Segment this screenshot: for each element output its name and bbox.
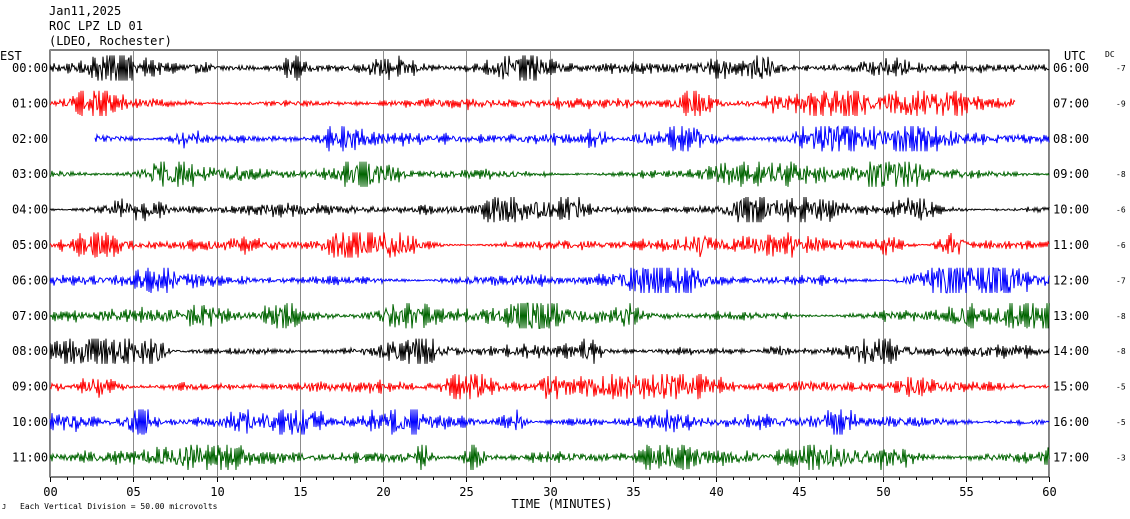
row-label-utc: 16:00 (1053, 415, 1089, 429)
row-label-est: 07:00 (12, 309, 48, 323)
trace-1000 (49, 409, 1050, 435)
row-label-est: 05:00 (12, 238, 48, 252)
row-label-est: 06:00 (12, 273, 48, 287)
left-axis-label: EST (0, 49, 22, 63)
plot-frame (49, 49, 1050, 478)
row-label-est: 09:00 (12, 380, 48, 394)
row-label-dc: -8 (1116, 312, 1126, 321)
row-label-dc: -7 (1116, 276, 1126, 285)
row-label-utc: 14:00 (1053, 344, 1089, 358)
trace-0600 (49, 267, 1050, 294)
trace-0000 (49, 55, 1050, 81)
row-label-est: 11:00 (12, 450, 48, 464)
right-axis-label: UTC (1064, 49, 1086, 63)
trace-0900 (49, 373, 1050, 400)
row-label-utc: 17:00 (1053, 450, 1089, 464)
row-label-utc: 11:00 (1053, 238, 1089, 252)
x-tick-label: 05 (126, 485, 140, 499)
row-label-dc: -3 (1116, 453, 1126, 462)
row-label-dc: -6 (1116, 206, 1126, 215)
row-label-utc: 09:00 (1053, 167, 1089, 181)
row-label-utc: 08:00 (1053, 132, 1089, 146)
row-label-utc: 07:00 (1053, 96, 1089, 110)
x-tick-label: 25 (459, 485, 473, 499)
row-label-dc: -8 (1116, 170, 1126, 179)
row-label-dc: -5 (1116, 383, 1126, 392)
row-label-est: 10:00 (12, 415, 48, 429)
trace-0500 (49, 232, 1050, 258)
x-tick-label: 45 (792, 485, 806, 499)
x-tick-label: 40 (709, 485, 723, 499)
x-axis-label: TIME (MINUTES) (511, 497, 612, 511)
header-date: Jan11,2025 (49, 4, 122, 18)
dc-label: DC (1105, 50, 1115, 59)
header-station: ROC LPZ LD 01 (49, 19, 143, 33)
footer-note: Each Vertical Division = 50.00 microvolt… (20, 502, 218, 511)
row-label-est: 01:00 (12, 96, 48, 110)
trace-0400 (49, 196, 1050, 223)
x-tick-label: 10 (210, 485, 224, 499)
row-label-utc: 10:00 (1053, 203, 1089, 217)
row-label-utc: 13:00 (1053, 309, 1089, 323)
row-label-dc: -9 (1116, 99, 1126, 108)
row-label-dc: -7 (1116, 64, 1126, 73)
trace-0200 (94, 125, 1050, 152)
row-label-utc: 15:00 (1053, 380, 1089, 394)
grid-lines: 00 05 10 15 20 25 30 35 40 45 50 55 60 (43, 49, 1057, 499)
trace-0700 (49, 302, 1050, 329)
x-tick-label: 20 (376, 485, 390, 499)
x-tick-label: 15 (293, 485, 307, 499)
row-label-est: 08:00 (12, 344, 48, 358)
row-label-dc: -8 (1116, 347, 1126, 356)
row-label-est: 02:00 (12, 132, 48, 146)
x-tick-label: 00 (43, 485, 57, 499)
row-label-est: 04:00 (12, 203, 48, 217)
row-label-utc: 12:00 (1053, 273, 1089, 287)
trace-0300 (49, 161, 1050, 187)
traces: 00:00 06:00 -7 01:00 07:00 -9 02:00 08:00 03:00 0… (12, 55, 1126, 471)
x-tick-label: 55 (959, 485, 973, 499)
trace-0800 (49, 338, 1050, 364)
row-label-utc: 06:00 (1053, 61, 1089, 75)
x-tick-label: 30 (543, 485, 557, 499)
row-label-est: 03:00 (12, 167, 48, 181)
footer-mark: J (2, 503, 6, 511)
labels: EST UTC DC TIME (MINUTES) J Each Vertica… (0, 49, 1115, 511)
x-tick-label: 60 (1042, 485, 1056, 499)
x-tick-label: 50 (876, 485, 890, 499)
row-label-dc: -6 (1116, 241, 1126, 250)
row-label-est: 00:00 (12, 61, 48, 75)
trace-0100 (49, 90, 1016, 117)
x-tick-label: 35 (626, 485, 640, 499)
header-network: (LDEO, Rochester) (49, 34, 172, 48)
trace-1100 (49, 444, 1050, 471)
row-label-dc: -5 (1116, 418, 1126, 427)
